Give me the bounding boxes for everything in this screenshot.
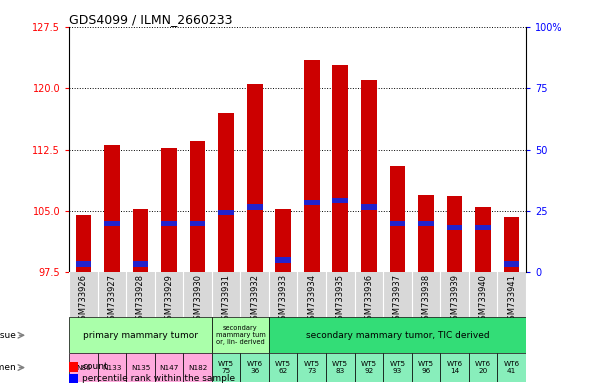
Text: GSM733937: GSM733937 [393, 274, 402, 325]
Bar [498, 353, 526, 382]
Bar [440, 353, 469, 382]
Text: GDS4099 / ILMN_2660233: GDS4099 / ILMN_2660233 [69, 13, 233, 26]
Bar [361, 80, 377, 272]
Bar [447, 225, 462, 230]
Text: WT5
83: WT5 83 [332, 361, 349, 374]
Bar [275, 209, 291, 272]
Bar [104, 220, 120, 226]
Bar [389, 220, 405, 226]
Text: N147: N147 [159, 364, 178, 371]
Bar [240, 353, 269, 382]
Bar [304, 60, 320, 272]
Bar [161, 148, 177, 272]
Text: WT5
96: WT5 96 [418, 361, 434, 374]
Text: tissue: tissue [0, 331, 17, 340]
Bar [504, 217, 519, 272]
Text: GSM733935: GSM733935 [336, 274, 345, 324]
Bar [361, 204, 377, 210]
Text: WT6
36: WT6 36 [246, 361, 263, 374]
Text: GSM733929: GSM733929 [165, 274, 174, 324]
Bar [475, 207, 491, 272]
Bar [190, 141, 206, 272]
Text: count: count [82, 362, 108, 371]
Bar [190, 220, 206, 226]
Text: specimen: specimen [0, 363, 17, 372]
Text: GSM733927: GSM733927 [108, 274, 117, 324]
Bar [133, 209, 148, 272]
Text: WT5
62: WT5 62 [275, 361, 291, 374]
Bar [332, 65, 348, 272]
Text: GSM733941: GSM733941 [507, 274, 516, 324]
Bar [304, 200, 320, 205]
Bar [76, 262, 91, 267]
Bar [504, 262, 519, 267]
Bar [183, 353, 212, 382]
Text: GSM733926: GSM733926 [79, 274, 88, 324]
Bar [326, 353, 355, 382]
Bar [275, 257, 291, 263]
Bar [76, 215, 91, 272]
Text: GSM733938: GSM733938 [421, 274, 430, 325]
Text: GSM733932: GSM733932 [250, 274, 259, 324]
Text: N86: N86 [76, 364, 91, 371]
Text: WT5
92: WT5 92 [361, 361, 377, 374]
Bar [133, 262, 148, 267]
Text: WT6
14: WT6 14 [447, 361, 463, 374]
Text: GSM733931: GSM733931 [222, 274, 231, 324]
Text: WT5
73: WT5 73 [304, 361, 320, 374]
Text: percentile rank within the sample: percentile rank within the sample [82, 374, 236, 383]
Bar [69, 353, 97, 382]
Text: N135: N135 [131, 364, 150, 371]
Bar [269, 353, 297, 382]
Bar [418, 195, 434, 272]
Text: primary mammary tumor: primary mammary tumor [83, 331, 198, 340]
Bar [126, 353, 155, 382]
Bar [155, 353, 183, 382]
Bar [104, 146, 120, 272]
Text: secondary
mammary tum
or, lin- derived: secondary mammary tum or, lin- derived [216, 325, 265, 345]
Bar [247, 84, 263, 272]
Bar [218, 113, 234, 272]
Bar [383, 353, 412, 382]
Bar [332, 198, 348, 203]
Text: GSM733928: GSM733928 [136, 274, 145, 324]
Bar [69, 318, 212, 353]
Text: GSM733934: GSM733934 [307, 274, 316, 324]
Bar [98, 353, 126, 382]
Bar [218, 210, 234, 215]
Bar [469, 353, 498, 382]
Text: N133: N133 [102, 364, 121, 371]
Bar [212, 353, 240, 382]
Text: secondary mammary tumor, TIC derived: secondary mammary tumor, TIC derived [305, 331, 489, 340]
Text: GSM733940: GSM733940 [478, 274, 487, 324]
Bar [418, 220, 434, 226]
Text: WT5
75: WT5 75 [218, 361, 234, 374]
Text: WT6
20: WT6 20 [475, 361, 491, 374]
Bar [355, 353, 383, 382]
Text: GSM733936: GSM733936 [364, 274, 373, 325]
Bar [297, 353, 326, 382]
Bar [447, 196, 462, 272]
Text: GSM733933: GSM733933 [279, 274, 288, 325]
Text: N182: N182 [188, 364, 207, 371]
Bar [161, 220, 177, 226]
Text: WT5
93: WT5 93 [389, 361, 406, 374]
Bar [389, 166, 405, 272]
Text: WT6
41: WT6 41 [504, 361, 520, 374]
Bar [269, 318, 526, 353]
Text: GSM733930: GSM733930 [193, 274, 202, 324]
Bar [475, 225, 491, 230]
Text: GSM733939: GSM733939 [450, 274, 459, 324]
Bar [212, 318, 269, 353]
Bar [247, 204, 263, 210]
Bar [412, 353, 440, 382]
